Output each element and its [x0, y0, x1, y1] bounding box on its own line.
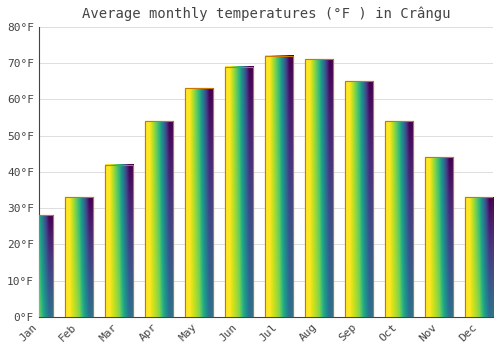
Bar [225, 66, 253, 317]
Bar [425, 157, 453, 317]
Bar [465, 197, 493, 317]
Bar [385, 121, 413, 317]
Bar [465, 197, 493, 317]
Bar [65, 197, 93, 317]
Bar [145, 121, 173, 317]
Bar [25, 215, 53, 317]
Bar [105, 164, 133, 317]
Bar [305, 60, 333, 317]
Bar [25, 215, 53, 317]
Bar [425, 157, 453, 317]
Bar [65, 197, 93, 317]
Bar [225, 66, 253, 317]
Bar [265, 56, 293, 317]
Bar [305, 60, 333, 317]
Bar [185, 89, 213, 317]
Bar [145, 121, 173, 317]
Title: Average monthly temperatures (°F ) in Crângu: Average monthly temperatures (°F ) in Cr… [82, 7, 450, 21]
Bar [105, 164, 133, 317]
Bar [345, 81, 373, 317]
Bar [345, 81, 373, 317]
Bar [385, 121, 413, 317]
Bar [185, 89, 213, 317]
Bar [265, 56, 293, 317]
